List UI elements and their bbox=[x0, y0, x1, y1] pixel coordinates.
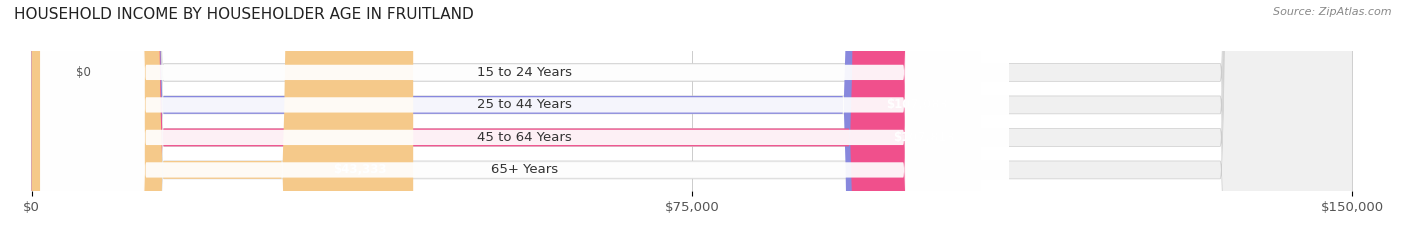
FancyBboxPatch shape bbox=[41, 0, 1010, 233]
Text: HOUSEHOLD INCOME BY HOUSEHOLDER AGE IN FRUITLAND: HOUSEHOLD INCOME BY HOUSEHOLDER AGE IN F… bbox=[14, 7, 474, 22]
Text: 65+ Years: 65+ Years bbox=[491, 163, 558, 176]
FancyBboxPatch shape bbox=[41, 0, 1010, 233]
Text: 25 to 44 Years: 25 to 44 Years bbox=[477, 98, 572, 111]
Text: 15 to 24 Years: 15 to 24 Years bbox=[477, 66, 572, 79]
Text: $0: $0 bbox=[76, 66, 90, 79]
FancyBboxPatch shape bbox=[32, 0, 413, 233]
FancyBboxPatch shape bbox=[32, 0, 1353, 233]
FancyBboxPatch shape bbox=[32, 0, 981, 233]
FancyBboxPatch shape bbox=[41, 0, 1010, 233]
Text: $107,083: $107,083 bbox=[886, 98, 948, 111]
FancyBboxPatch shape bbox=[41, 0, 1010, 233]
Text: 45 to 64 Years: 45 to 64 Years bbox=[478, 131, 572, 144]
Text: $43,333: $43,333 bbox=[333, 163, 387, 176]
FancyBboxPatch shape bbox=[32, 0, 1353, 233]
Text: $107,813: $107,813 bbox=[893, 131, 955, 144]
Text: Source: ZipAtlas.com: Source: ZipAtlas.com bbox=[1274, 7, 1392, 17]
FancyBboxPatch shape bbox=[32, 0, 974, 233]
FancyBboxPatch shape bbox=[32, 0, 1353, 233]
FancyBboxPatch shape bbox=[32, 0, 1353, 233]
